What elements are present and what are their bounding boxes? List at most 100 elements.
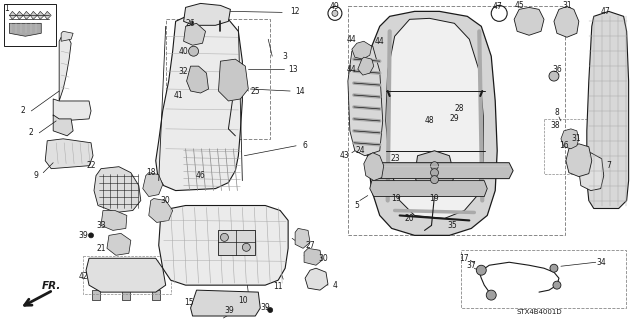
Polygon shape <box>364 153 384 181</box>
Polygon shape <box>61 31 73 41</box>
Circle shape <box>431 176 438 184</box>
Text: 21: 21 <box>96 244 106 253</box>
Text: 44: 44 <box>375 37 385 46</box>
Text: 17: 17 <box>460 254 469 263</box>
Polygon shape <box>101 211 127 230</box>
Text: 35: 35 <box>447 221 458 230</box>
Text: 25: 25 <box>250 86 260 95</box>
Text: 37: 37 <box>467 261 476 270</box>
Text: 39: 39 <box>78 231 88 240</box>
Text: 10: 10 <box>239 296 248 305</box>
Text: 1: 1 <box>4 4 9 13</box>
Polygon shape <box>94 167 141 212</box>
Text: 29: 29 <box>449 115 460 123</box>
Text: 19: 19 <box>391 194 401 203</box>
Text: 2: 2 <box>21 107 26 115</box>
Text: FR.: FR. <box>42 281 61 291</box>
Text: 8: 8 <box>555 108 559 117</box>
Polygon shape <box>143 173 163 197</box>
Circle shape <box>431 169 438 177</box>
Text: 7: 7 <box>606 161 611 170</box>
Polygon shape <box>218 230 255 255</box>
Text: 30: 30 <box>318 254 328 263</box>
Polygon shape <box>191 290 260 316</box>
Text: 32: 32 <box>179 67 188 76</box>
Polygon shape <box>352 41 372 59</box>
Text: 34: 34 <box>597 258 607 267</box>
Polygon shape <box>554 6 579 37</box>
Polygon shape <box>59 37 71 101</box>
Text: 39: 39 <box>225 306 234 315</box>
Polygon shape <box>305 268 328 290</box>
Polygon shape <box>587 11 628 209</box>
Bar <box>83 256 171 294</box>
Polygon shape <box>370 181 487 197</box>
Text: 27: 27 <box>305 241 315 250</box>
Text: 2: 2 <box>29 128 34 137</box>
Text: STX4B4001D: STX4B4001D <box>516 309 562 315</box>
Text: 44: 44 <box>347 35 356 44</box>
Polygon shape <box>92 290 100 300</box>
Circle shape <box>220 234 228 241</box>
Circle shape <box>550 264 558 272</box>
Text: 47: 47 <box>492 2 502 11</box>
Text: 47: 47 <box>601 7 611 16</box>
Text: 41: 41 <box>174 92 184 100</box>
Polygon shape <box>386 19 483 219</box>
Text: 15: 15 <box>184 298 193 307</box>
Polygon shape <box>187 66 209 93</box>
Text: 33: 33 <box>96 221 106 230</box>
Text: 18: 18 <box>146 168 156 177</box>
Text: 40: 40 <box>179 47 189 56</box>
Polygon shape <box>37 11 44 19</box>
Polygon shape <box>348 43 383 156</box>
Text: 31: 31 <box>571 134 580 143</box>
Polygon shape <box>10 23 41 36</box>
Polygon shape <box>514 7 544 35</box>
Text: 45: 45 <box>514 1 524 10</box>
Bar <box>461 250 626 308</box>
Polygon shape <box>304 248 322 265</box>
Bar <box>544 119 599 174</box>
Circle shape <box>553 281 561 289</box>
Polygon shape <box>44 11 51 19</box>
Text: 12: 12 <box>291 7 300 16</box>
Text: 3: 3 <box>283 52 287 61</box>
Text: 5: 5 <box>355 201 359 210</box>
Polygon shape <box>17 11 23 19</box>
Polygon shape <box>53 99 91 121</box>
Polygon shape <box>156 14 243 190</box>
Polygon shape <box>295 228 310 248</box>
Text: 38: 38 <box>550 121 560 130</box>
Polygon shape <box>45 139 93 169</box>
Circle shape <box>243 243 250 251</box>
Polygon shape <box>370 163 513 179</box>
Text: 31: 31 <box>562 1 572 10</box>
Text: 30: 30 <box>161 196 171 205</box>
Polygon shape <box>53 115 73 136</box>
Text: 9: 9 <box>34 171 38 180</box>
Text: 24: 24 <box>355 146 365 155</box>
Text: 22: 22 <box>86 161 96 170</box>
Bar <box>166 19 270 139</box>
Circle shape <box>549 71 559 81</box>
Polygon shape <box>30 11 37 19</box>
Polygon shape <box>184 4 230 25</box>
Text: 13: 13 <box>288 65 298 74</box>
Polygon shape <box>122 290 130 300</box>
Text: 39: 39 <box>260 302 270 312</box>
Polygon shape <box>107 234 131 255</box>
Polygon shape <box>358 57 374 75</box>
Text: 42: 42 <box>78 272 88 281</box>
Circle shape <box>476 265 486 275</box>
Circle shape <box>332 11 338 16</box>
Text: 46: 46 <box>196 171 205 180</box>
Text: 4: 4 <box>333 281 337 290</box>
Text: 26: 26 <box>186 19 195 28</box>
Bar <box>348 6 565 235</box>
Polygon shape <box>23 11 30 19</box>
Text: 48: 48 <box>425 116 435 125</box>
Polygon shape <box>86 258 166 292</box>
Text: 20: 20 <box>404 214 415 223</box>
Polygon shape <box>159 205 288 285</box>
